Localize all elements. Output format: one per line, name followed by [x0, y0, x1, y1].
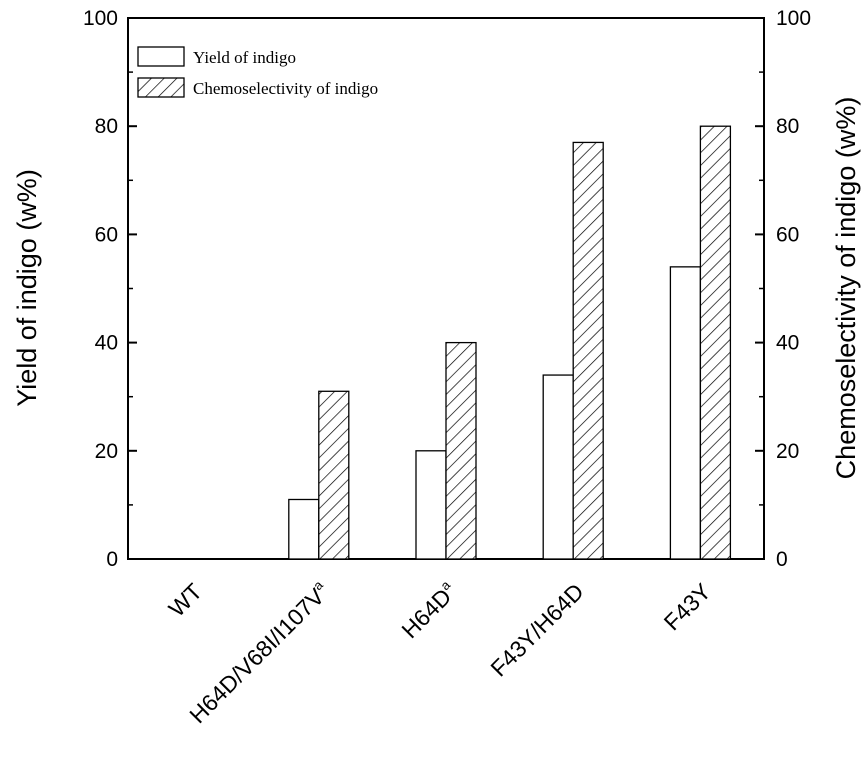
legend-label-yield: Yield of indigo [193, 48, 296, 67]
legend-swatch-yield [137, 46, 185, 67]
left-axis-ticks: 0 20 40 60 80 100 [83, 7, 137, 571]
y-axis-title-right: Chemoselectivity of indigo (w%) [831, 97, 861, 480]
left-tick-label: 100 [83, 7, 118, 30]
left-tick-label: 60 [95, 223, 118, 246]
right-tick-label: 80 [776, 115, 799, 138]
bar-chemoselectivity [699, 125, 732, 560]
right-tick-label: 40 [776, 332, 799, 355]
left-tick-label: 80 [95, 115, 118, 138]
bar-chemoselectivity [572, 141, 604, 560]
bar-chemoselectivity [318, 390, 350, 560]
left-tick-label: 20 [95, 440, 118, 463]
bar-chemoselectivity [445, 341, 477, 560]
bar-yield [542, 374, 574, 560]
legend-label-chemoselectivity: Chemoselectivity of indigo [193, 79, 378, 98]
category-tick-label: F43Y [659, 578, 716, 635]
right-tick-label: 20 [776, 440, 799, 463]
category-tick-label: H64D/V68I/I107Va [184, 577, 335, 728]
right-tick-label: 100 [776, 7, 811, 30]
left-tick-label: 40 [95, 332, 118, 355]
legend: Yield of indigo Chemoselectivity of indi… [137, 46, 378, 98]
bars-group [288, 125, 732, 560]
left-tick-label: 0 [106, 548, 118, 571]
right-axis-ticks: 0 20 40 60 80 100 [755, 7, 811, 571]
right-tick-label: 0 [776, 548, 788, 571]
category-tick-label: WT [163, 578, 207, 622]
bar-yield [669, 266, 702, 560]
y-axis-title-left: Yield of indigo (w%) [12, 169, 42, 407]
category-tick-label: H64Da [396, 577, 462, 643]
right-tick-label: 60 [776, 223, 799, 246]
legend-swatch-chemoselectivity [137, 77, 185, 98]
bar-yield [415, 450, 447, 560]
category-tick-label: F43Y/H64D [485, 578, 588, 681]
bar-yield [288, 498, 320, 560]
